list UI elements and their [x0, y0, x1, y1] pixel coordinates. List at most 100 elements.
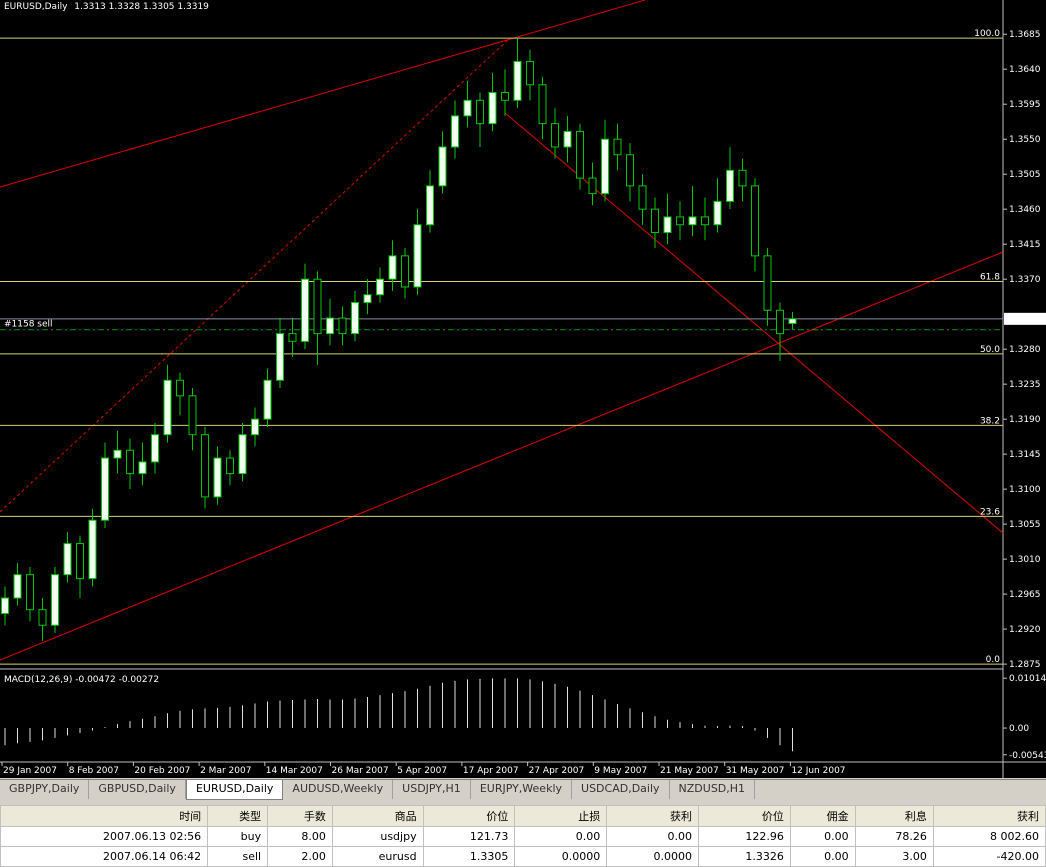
tab[interactable]: GBPJPY,Daily: [0, 780, 90, 799]
y-tick-label: 0.00: [1009, 724, 1029, 734]
candle-body: [113, 449, 122, 459]
candle-body: [513, 60, 522, 101]
macd-header: MACD(12,26,9) -0.00472 -0.00272: [4, 675, 159, 685]
candle-body: [438, 146, 447, 187]
y-tick-label: 1.3055: [1009, 520, 1041, 530]
table-cell: 2.00: [267, 846, 333, 867]
column-header: 利息: [854, 805, 934, 827]
candle-body: [363, 294, 372, 304]
y-tick-label: 1.3280: [1009, 345, 1041, 355]
candle-body: [51, 574, 59, 626]
y-tick-label: 1.2875: [1009, 660, 1041, 670]
candle-body: [738, 169, 747, 187]
fibo-label: 23.6: [980, 507, 1000, 517]
table-row[interactable]: 2007.06.13 02:56 buy 8.00 usdjpy 121.73 0.00 0…: [0, 826, 1046, 847]
candle-body: [651, 208, 659, 234]
candle-body: [388, 255, 397, 280]
x-tick-label: 14 Mar 2007: [266, 766, 323, 776]
trend-line: [0, 0, 646, 188]
candle-body: [263, 379, 272, 420]
x-tick-label: 8 Feb 2007: [69, 766, 119, 776]
tab[interactable]: EURJPY,Weekly: [471, 780, 573, 799]
candle-body: [551, 123, 559, 148]
candle-body: [301, 278, 309, 342]
tab-bar: GBPJPY,Daily GBPUSD,Daily EURUSD,Daily AUDU…: [0, 779, 1046, 800]
x-tick-label: 31 May 2007: [726, 766, 785, 776]
table-cell: 2007.06.13 02:56: [0, 826, 209, 847]
table-row[interactable]: 2007.06.14 06:42 sell 2.00 eurusd 1.3305 0.00…: [0, 846, 1046, 867]
table-cell: sell: [207, 846, 269, 867]
tab[interactable]: AUDUSD,Weekly: [283, 780, 394, 799]
candle-body: [276, 333, 284, 381]
x-tick-label: 26 Mar 2007: [332, 766, 389, 776]
table-cell: eurusd: [331, 846, 424, 867]
candle-body: [563, 130, 572, 148]
candle-body: [751, 185, 759, 257]
candle-body: [663, 216, 672, 234]
tab[interactable]: EURUSD,Daily: [185, 780, 284, 800]
candle-body: [201, 434, 209, 498]
candle-body: [688, 216, 697, 226]
candle-body: [476, 99, 484, 125]
candle-body: [726, 169, 734, 202]
tab[interactable]: NZDUSD,H1: [670, 780, 756, 799]
x-tick-label: 12 Jun 2007: [791, 766, 845, 776]
column-header: 价位: [698, 805, 791, 827]
column-header: 类型: [207, 805, 269, 827]
candle-body: [613, 138, 622, 156]
y-tick-label: 1.3460: [1009, 205, 1041, 215]
candle-body: [638, 185, 647, 210]
candle-body: [38, 609, 47, 626]
y-tick-label: 1.3190: [1009, 415, 1041, 425]
table-cell: 121.73: [422, 826, 516, 847]
candle-body: [413, 224, 422, 288]
y-tick-label: 0.01014: [1009, 674, 1046, 684]
column-header: 价位: [422, 805, 516, 827]
candle-body: [526, 60, 534, 86]
price-label: 1.3319: [1009, 315, 1041, 325]
candle-body: [188, 395, 197, 436]
candle-body: [451, 115, 459, 148]
fibo-label: 61.8: [980, 273, 1000, 283]
column-header: 获利: [932, 805, 1046, 827]
table-cell: 0.0000: [514, 846, 608, 867]
trend-line: [0, 37, 511, 513]
y-tick-label: 1.3010: [1009, 555, 1041, 565]
x-tick-label: 9 May 2007: [594, 766, 647, 776]
candle-body: [713, 200, 722, 226]
table-row: 时间 类型 手数 商品 价位 止损 获利 价位 佣金 利息 获利: [0, 805, 1046, 827]
candle-body: [326, 317, 334, 335]
candle-body: [101, 457, 109, 521]
fibo-label: 100.0: [974, 29, 1000, 39]
candle-body: [701, 216, 709, 226]
tab[interactable]: USDJPY,H1: [393, 780, 471, 799]
column-header: 获利: [606, 805, 700, 827]
candle-body: [226, 457, 234, 475]
order-label: #1158 sell: [4, 320, 53, 330]
x-tick-label: 17 Apr 2007: [463, 766, 519, 776]
candle-body: [763, 255, 772, 311]
fibo-label: 50.0: [980, 345, 1000, 355]
fibo-label: 0.0: [986, 655, 1001, 665]
y-tick-label: 1.3235: [1009, 380, 1041, 390]
y-tick-label: 1.3415: [1009, 240, 1041, 250]
candle-body: [138, 461, 147, 475]
tab[interactable]: GBPUSD,Daily: [89, 780, 186, 799]
column-header: 商品: [331, 805, 424, 827]
table-cell: 3.00: [854, 846, 934, 867]
candle-body: [213, 457, 222, 498]
column-header: 佣金: [789, 805, 856, 827]
candle-body: [338, 317, 347, 335]
candle-body: [601, 138, 609, 195]
tab[interactable]: USDCAD,Daily: [572, 780, 670, 799]
candle-body: [788, 318, 797, 325]
candle-body: [488, 92, 497, 125]
trend-line: [0, 251, 1004, 661]
candle-body: [676, 216, 684, 226]
x-tick-label: 2 Mar 2007: [200, 766, 251, 776]
candle-body: [576, 130, 584, 179]
y-tick-label: 1.3370: [1009, 275, 1041, 285]
candle-body: [13, 574, 22, 599]
table-cell: 2007.06.14 06:42: [0, 846, 209, 867]
candle-body: [351, 302, 359, 335]
